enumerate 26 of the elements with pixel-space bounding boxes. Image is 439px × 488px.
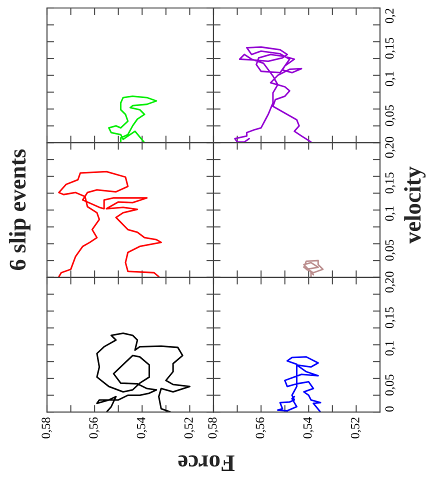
y-tick-label: 0,1 xyxy=(385,341,396,356)
y-tick-label: 0,2 xyxy=(385,143,396,158)
x-tick-label: 0,56 xyxy=(89,417,100,438)
x-tick-label: 0,58 xyxy=(208,417,218,438)
x-axis-title: Force xyxy=(178,455,235,471)
y-tick-label: 0 xyxy=(385,272,394,277)
y-tick-label: 0 xyxy=(385,406,394,412)
y-tick-label: 0,15 xyxy=(385,172,396,194)
y-tick-label: 0,05 xyxy=(385,240,396,261)
y-tick-label: 0,05 xyxy=(385,105,396,126)
y-axis-title: velocity xyxy=(404,166,426,244)
x-tick-label: 0,58 xyxy=(42,417,52,438)
y-tick-label: 0,1 xyxy=(385,72,396,86)
y-tick-label: 0 xyxy=(385,136,394,142)
x-tick-label: 0,54 xyxy=(303,417,314,438)
y-tick-label: 0,2 xyxy=(385,8,396,24)
y-tick-label: 0,2 xyxy=(385,278,396,293)
x-tick-label: 0,52 xyxy=(184,418,195,438)
text: 6 slip events xyxy=(9,149,30,270)
y-tick-label: 0,05 xyxy=(385,374,396,396)
y-tick-label: 0,1 xyxy=(385,206,396,221)
y-tick-label: 0,15 xyxy=(385,38,396,59)
x-tick-label: 0,54 xyxy=(136,417,148,438)
x-tick-label: 0,56 xyxy=(256,417,266,438)
x-tick-label: 0,52 xyxy=(350,418,362,438)
y-tick-label: 0,15 xyxy=(385,307,396,328)
